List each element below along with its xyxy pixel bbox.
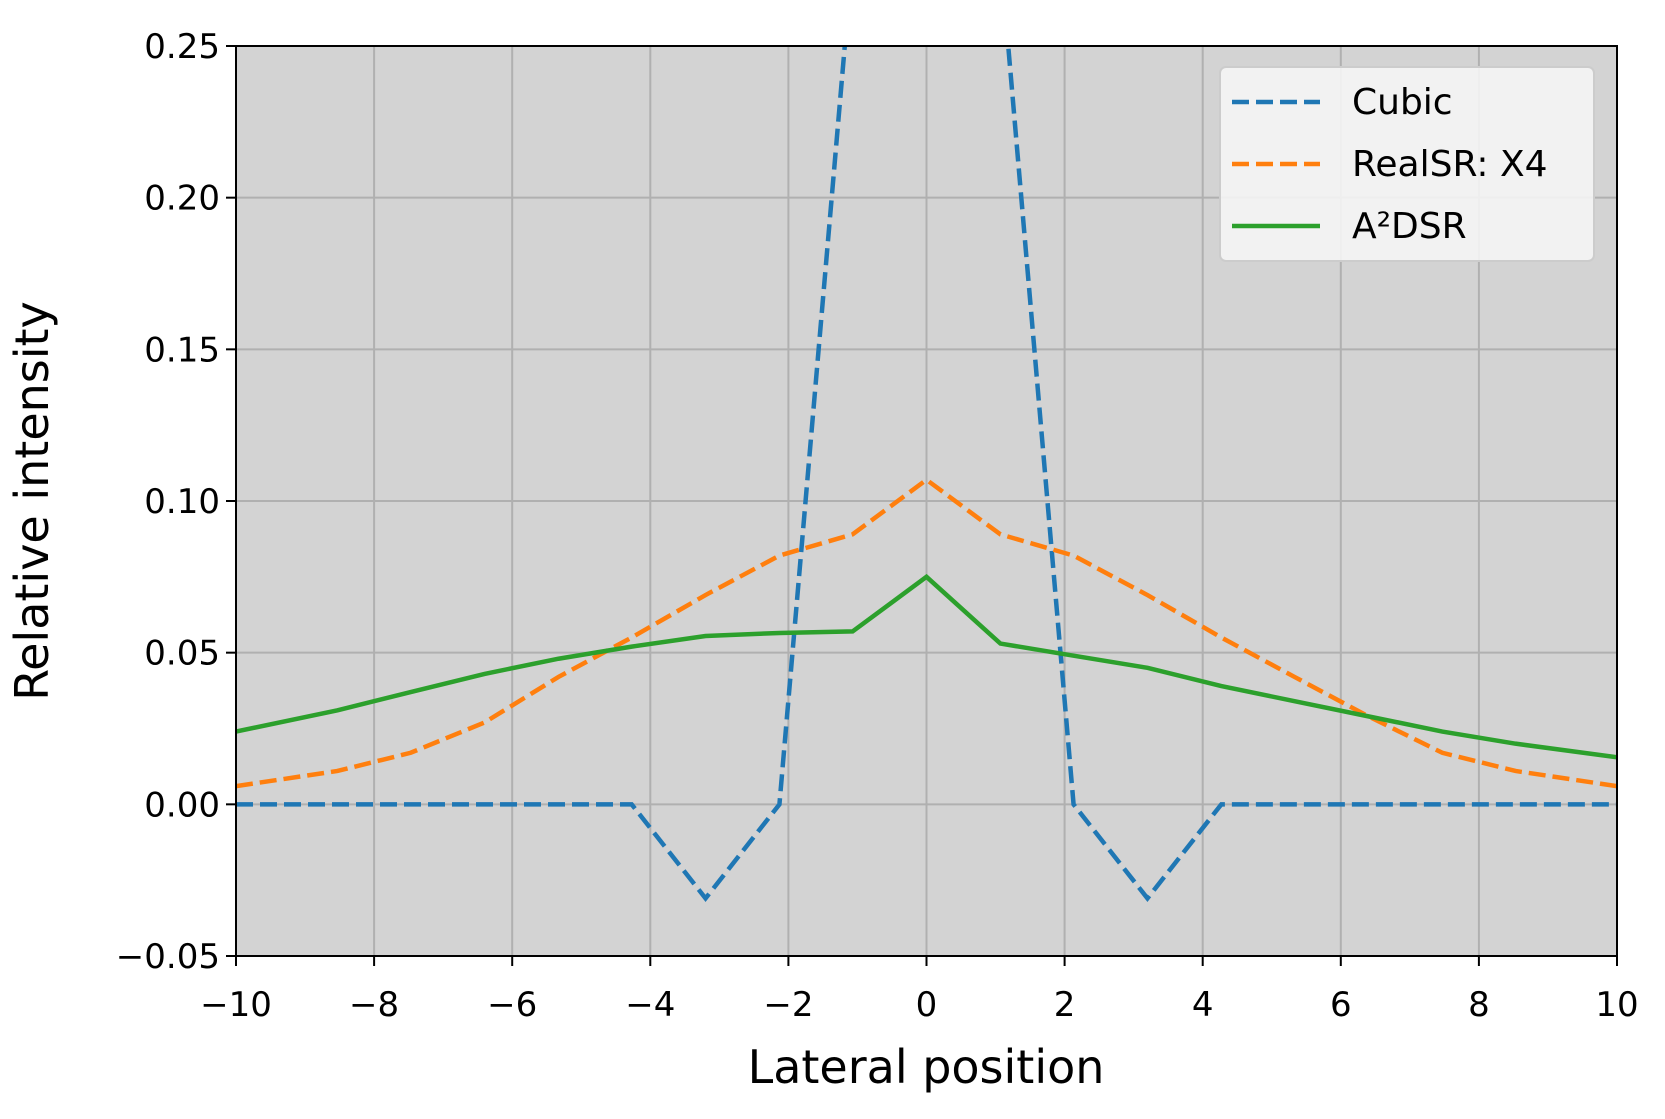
- lines: [236, 46, 1617, 903]
- x-tick-label: −4: [625, 985, 675, 1025]
- legend-label: Cubic: [1352, 82, 1453, 123]
- x-tick-label: 4: [1192, 985, 1214, 1025]
- legend-label: RealSR: X4: [1352, 144, 1548, 185]
- y-tick-label: 0.25: [144, 27, 220, 67]
- x-axis-label: Lateral position: [748, 1040, 1105, 1094]
- y-tick-label: 0.10: [144, 482, 220, 522]
- y-tick-label: 0.20: [144, 179, 220, 219]
- x-tick-label: −6: [487, 985, 537, 1025]
- x-tick-label: 0: [916, 985, 938, 1025]
- y-tick-label: 0.00: [144, 785, 220, 825]
- series-line: [236, 573, 1617, 760]
- x-tick-label: −2: [763, 985, 813, 1025]
- y-tick-label: 0.05: [144, 634, 220, 674]
- series-line: [236, 46, 1617, 903]
- ticks: −10 −8 −6 −4 −2 0 2 4 6 8 10 −0.05 0.00 0.05 0.10 0.15 0…: [116, 27, 1639, 1025]
- y-tick-label: 0.15: [144, 330, 220, 370]
- legend-label: A²DSR: [1352, 206, 1467, 247]
- x-tick-label: 2: [1054, 985, 1076, 1025]
- legend-box: [1219, 66, 1595, 262]
- x-tick-label: −10: [200, 985, 272, 1025]
- x-tick-label: 6: [1330, 985, 1352, 1025]
- x-tick-label: −8: [349, 985, 399, 1025]
- y-tick-label: −0.05: [116, 937, 220, 977]
- x-tick-label: 8: [1468, 985, 1490, 1025]
- legend: Cubic RealSR: X4 A²DSR: [1219, 66, 1595, 262]
- y-axis-label: Relative intensity: [5, 301, 59, 701]
- x-tick-label: 10: [1595, 985, 1638, 1025]
